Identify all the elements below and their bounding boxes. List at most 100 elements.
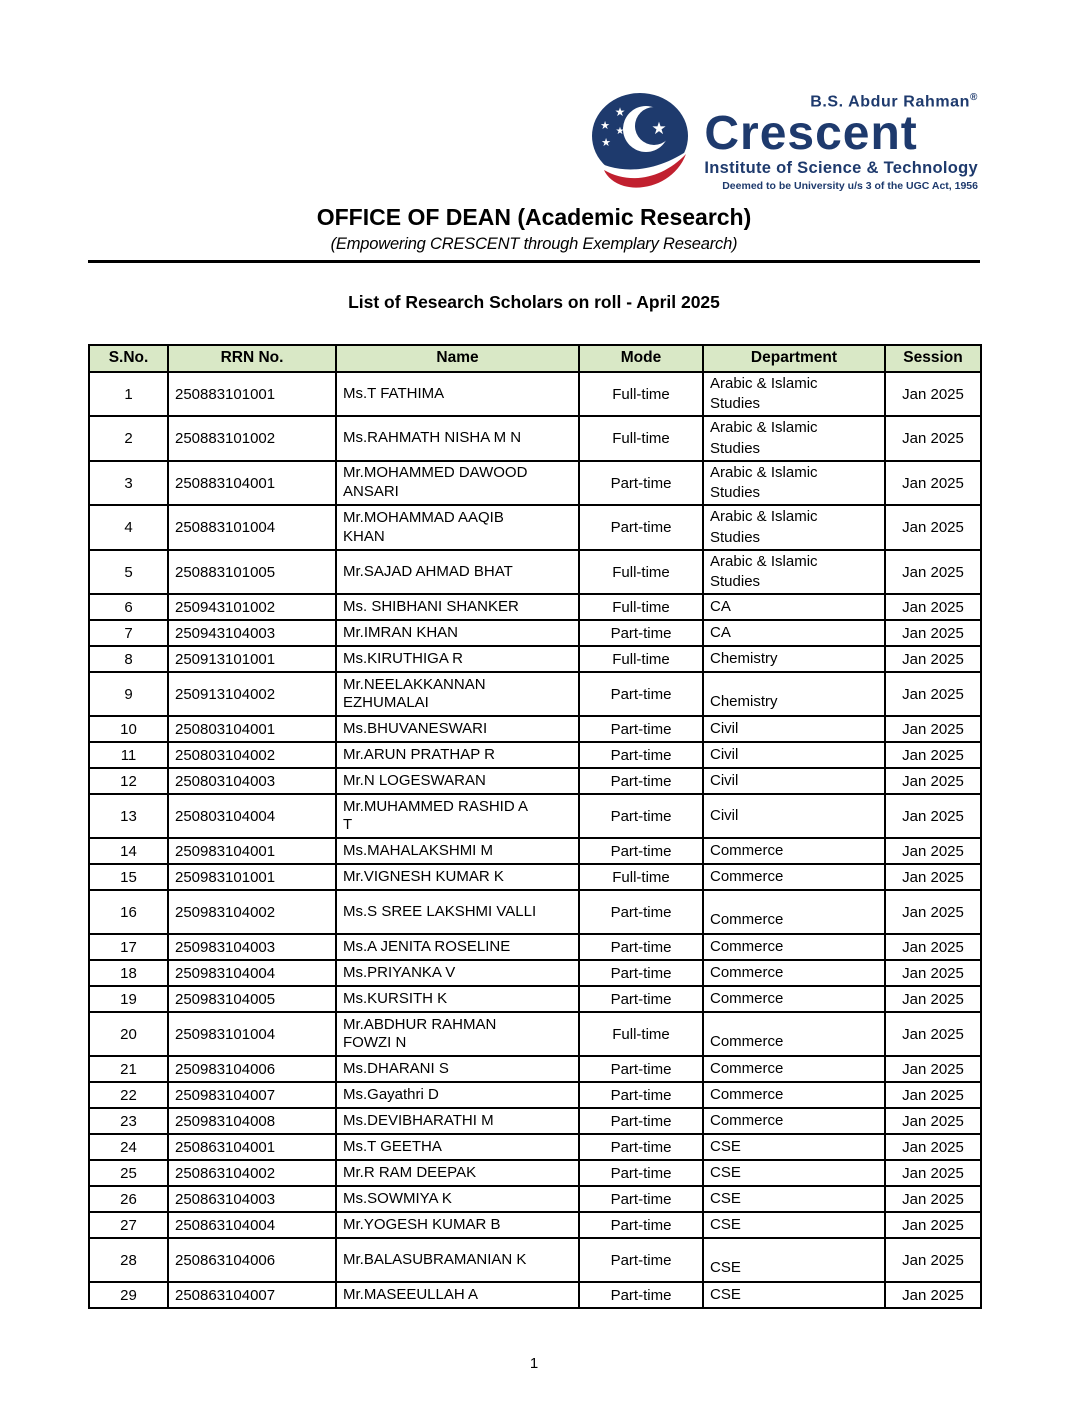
cell-rrn: 250943101002 — [167, 593, 337, 622]
table-row: 22 250983104007 Ms.Gayathri D Part-time Comm… — [88, 1081, 982, 1110]
cell-mode: Full-time — [578, 370, 704, 418]
table-row: 9 250913104002 Mr.NEELAKKANNAN EZHUMALAI Pa… — [88, 671, 982, 718]
table-row: 13 250803104004 Mr.MUHAMMED RASHID A T Part… — [88, 793, 982, 840]
cell-department: CA — [702, 593, 886, 622]
table-row: 15 250983101001 Mr.VIGNESH KUMAR K Full-tim… — [88, 863, 982, 892]
table-row: 23 250983104008 Ms.DEVIBHARATHI M Part-time… — [88, 1107, 982, 1136]
cell-session: Jan 2025 — [884, 767, 982, 796]
cell-department: Commerce — [702, 889, 886, 936]
cell-name: Mr.MOHAMMED DAWOOD ANSARI — [335, 459, 580, 507]
office-subtitle: (Empowering CRESCENT through Exemplary R… — [330, 234, 738, 253]
cell-sno: 19 — [88, 985, 169, 1014]
cell-rrn: 250803104001 — [167, 715, 337, 744]
cell-mode: Part-time — [578, 741, 704, 770]
cell-name: Mr.NEELAKKANNAN EZHUMALAI — [335, 671, 580, 718]
brand-tagline: Deemed to be University u/s 3 of the UGC… — [722, 179, 978, 192]
cell-mode: Part-time — [578, 767, 704, 796]
cell-name: Mr.SAJAD AHMAD BHAT — [335, 548, 580, 596]
cell-name: Ms.S SREE LAKSHMI VALLI — [335, 889, 580, 936]
cell-mode: Part-time — [578, 793, 704, 840]
cell-department: CSE — [702, 1211, 886, 1240]
cell-sno: 15 — [88, 863, 169, 892]
cell-sno: 9 — [88, 671, 169, 718]
cell-rrn: 250943104003 — [167, 619, 337, 648]
cell-mode: Part-time — [578, 1081, 704, 1110]
cell-name: Mr.MASEEULLAH A — [335, 1281, 580, 1310]
column-header: Name — [335, 343, 580, 373]
cell-sno: 8 — [88, 645, 169, 674]
cell-name: Mr.MOHAMMAD AAQIB KHAN — [335, 504, 580, 551]
cell-rrn: 250883101002 — [167, 415, 337, 462]
cell-session: Jan 2025 — [884, 504, 982, 551]
cell-mode: Part-time — [578, 1281, 704, 1310]
cell-rrn: 250883101001 — [167, 370, 337, 418]
star-icon: ★ — [616, 126, 625, 137]
cell-mode: Part-time — [578, 619, 704, 648]
cell-department: Arabic & Islamic Studies — [702, 370, 886, 418]
cell-sno: 17 — [88, 933, 169, 962]
cell-department: Commerce — [702, 863, 886, 892]
cell-sno: 20 — [88, 1011, 169, 1058]
page-content: ★ ★ ★ ★ ★ B.S. Abdur Rahman® Crescent In… — [88, 0, 982, 1372]
cell-sno: 24 — [88, 1133, 169, 1162]
cell-session: Jan 2025 — [884, 985, 982, 1014]
cell-rrn: 250983104008 — [167, 1107, 337, 1136]
cell-mode: Full-time — [578, 1011, 704, 1058]
cell-department: Commerce — [702, 959, 886, 988]
cell-department: Chemistry — [702, 671, 886, 718]
cell-rrn: 250803104003 — [167, 767, 337, 796]
cell-rrn: 250863104002 — [167, 1159, 337, 1188]
cell-sno: 28 — [88, 1237, 169, 1284]
cell-session: Jan 2025 — [884, 370, 982, 418]
cell-rrn: 250863104001 — [167, 1133, 337, 1162]
table-header-row: S.No. RRN No. Name Mode Department Session — [88, 343, 982, 373]
cell-sno: 10 — [88, 715, 169, 744]
cell-session: Jan 2025 — [884, 459, 982, 507]
cell-name: Ms.KURSITH K — [335, 985, 580, 1014]
cell-rrn: 250883101005 — [167, 548, 337, 596]
cell-session: Jan 2025 — [884, 671, 982, 718]
cell-sno: 5 — [88, 548, 169, 596]
table-row: 11 250803104002 Mr.ARUN PRATHAP R Part-time… — [88, 741, 982, 770]
cell-department: Chemistry — [702, 645, 886, 674]
column-header: Department — [702, 343, 886, 373]
cell-sno: 13 — [88, 793, 169, 840]
star-icon: ★ — [615, 105, 626, 119]
cell-session: Jan 2025 — [884, 415, 982, 462]
cell-sno: 1 — [88, 370, 169, 418]
cell-rrn: 250983104004 — [167, 959, 337, 988]
cell-rrn: 250983104001 — [167, 837, 337, 866]
cell-name: Ms.SOWMIYA K — [335, 1185, 580, 1214]
cell-mode: Full-time — [578, 593, 704, 622]
cell-sno: 22 — [88, 1081, 169, 1110]
cell-name: Mr.ABDHUR RAHMAN FOWZI N — [335, 1011, 580, 1058]
table-row: 1 250883101001 Ms.T FATHIMA Full-time Arabic… — [88, 370, 982, 418]
cell-name: Ms.DHARANI S — [335, 1055, 580, 1084]
cell-mode: Part-time — [578, 1185, 704, 1214]
cell-mode: Part-time — [578, 889, 704, 936]
cell-mode: Part-time — [578, 1237, 704, 1284]
cell-session: Jan 2025 — [884, 1133, 982, 1162]
cell-rrn: 250983104006 — [167, 1055, 337, 1084]
cell-department: Arabic & Islamic Studies — [702, 415, 886, 462]
cell-department: Commerce — [702, 985, 886, 1014]
star-icon: ★ — [600, 120, 610, 132]
cell-rrn: 250863104004 — [167, 1211, 337, 1240]
cell-session: Jan 2025 — [884, 1055, 982, 1084]
cell-department: Arabic & Islamic Studies — [702, 504, 886, 551]
table-row: 3 250883104001 Mr.MOHAMMED DAWOOD ANSARI Pa… — [88, 459, 982, 507]
cell-session: Jan 2025 — [884, 837, 982, 866]
table-row: 8 250913101001 Ms.KIRUTHIGA R Full-time Chem… — [88, 645, 982, 674]
institution-logo: ★ ★ ★ ★ ★ B.S. Abdur Rahman® Crescent In… — [88, 92, 980, 192]
table-row: 2 250883101002 Ms.RAHMATH NISHA M N Full-ti… — [88, 415, 982, 462]
cell-name: Ms.BHUVANESWARI — [335, 715, 580, 744]
column-header: S.No. — [88, 343, 169, 373]
cell-department: Commerce — [702, 933, 886, 962]
cell-session: Jan 2025 — [884, 619, 982, 648]
table-row: 16 250983104002 Ms.S SREE LAKSHMI VALLI Par… — [88, 889, 982, 936]
star-icon: ★ — [652, 119, 667, 138]
cell-session: Jan 2025 — [884, 1159, 982, 1188]
cell-name: Ms.RAHMATH NISHA M N — [335, 415, 580, 462]
cell-session: Jan 2025 — [884, 593, 982, 622]
cell-department: CSE — [702, 1133, 886, 1162]
